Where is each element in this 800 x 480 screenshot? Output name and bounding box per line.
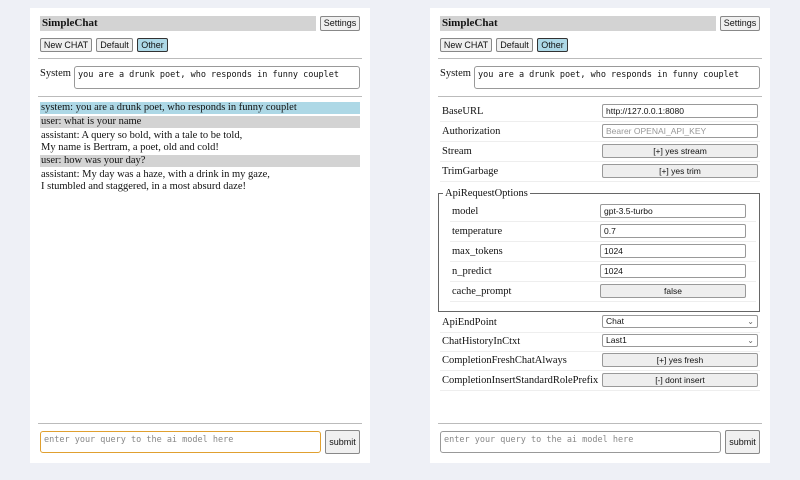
api-endpoint-label: ApiEndPoint <box>442 317 497 328</box>
stream-label: Stream <box>442 146 472 157</box>
n-predict-input[interactable]: 1024 <box>600 264 746 278</box>
chevron-down-icon: ⌄ <box>747 336 754 345</box>
option-model: model gpt-3.5-turbo <box>450 203 756 222</box>
assistant-message: assistant: My day was a haze, with a dri… <box>41 169 270 192</box>
completion-prefix-toggle[interactable]: [-] dont insert <box>602 373 758 387</box>
default-chat-button[interactable]: Default <box>96 38 133 52</box>
api-endpoint-value: Chat <box>606 316 624 326</box>
authorization-input[interactable]: Bearer OPENAI_API_KEY <box>602 124 758 138</box>
new-chat-button[interactable]: New CHAT <box>440 38 492 52</box>
stream-toggle[interactable]: [+] yes stream <box>602 144 758 158</box>
setting-completion-prefix: CompletionInsertStandardRolePrefix [-] d… <box>440 372 760 391</box>
other-chat-button[interactable]: Other <box>137 38 168 52</box>
setting-authorization: Authorization Bearer OPENAI_API_KEY <box>440 123 760 142</box>
setting-trim-garbage: TrimGarbage [+] yes trim <box>440 163 760 182</box>
temperature-input[interactable]: 0.7 <box>600 224 746 238</box>
chat-history-select[interactable]: Last1 ⌄ <box>602 334 758 347</box>
assistant-message: assistant: A query so bold, with a tale … <box>41 130 243 153</box>
setting-base-url: BaseURL http://127.0.0.1:8080 <box>440 103 760 122</box>
submit-button[interactable]: submit <box>725 430 760 454</box>
app-title: SimpleChat <box>40 16 316 31</box>
settings-panel: SimpleChat Settings New CHAT Default Oth… <box>430 8 770 463</box>
model-input[interactable]: gpt-3.5-turbo <box>600 204 746 218</box>
system-prompt-input[interactable]: you are a drunk poet, who responds in fu… <box>74 66 360 89</box>
user-message: user: how was your day? <box>40 155 360 167</box>
completion-prefix-label: CompletionInsertStandardRolePrefix <box>442 375 599 386</box>
option-n-predict: n_predict 1024 <box>450 263 756 282</box>
trim-garbage-label: TrimGarbage <box>442 166 499 177</box>
query-input[interactable]: enter your query to the ai model here <box>40 431 321 453</box>
model-label: model <box>452 206 479 217</box>
other-chat-button[interactable]: Other <box>537 38 568 52</box>
trim-garbage-toggle[interactable]: [+] yes trim <box>602 164 758 178</box>
completion-fresh-toggle[interactable]: [+] yes fresh <box>602 353 758 367</box>
max-tokens-input[interactable]: 1024 <box>600 244 746 258</box>
n-predict-label: n_predict <box>452 266 492 277</box>
divider <box>438 423 762 424</box>
app-title: SimpleChat <box>440 16 716 31</box>
setting-completion-fresh: CompletionFreshChatAlways [+] yes fresh <box>440 352 760 371</box>
cache-prompt-label: cache_prompt <box>452 286 512 297</box>
system-message: system: you are a drunk poet, who respon… <box>40 102 360 114</box>
setting-stream: Stream [+] yes stream <box>440 143 760 162</box>
new-chat-button[interactable]: New CHAT <box>40 38 92 52</box>
submit-button[interactable]: submit <box>325 430 360 454</box>
api-request-options-legend: ApiRequestOptions <box>445 188 528 199</box>
setting-chat-history: ChatHistoryInCtxt Last1 ⌄ <box>440 333 760 352</box>
max-tokens-label: max_tokens <box>452 246 503 257</box>
api-request-options: ApiRequestOptions <box>438 188 760 312</box>
divider <box>38 96 362 97</box>
divider <box>38 58 362 59</box>
divider <box>438 58 762 59</box>
system-prompt-input[interactable]: you are a drunk poet, who responds in fu… <box>474 66 760 89</box>
settings-button[interactable]: Settings <box>720 16 760 31</box>
default-chat-button[interactable]: Default <box>496 38 533 52</box>
base-url-input[interactable]: http://127.0.0.1:8080 <box>602 104 758 118</box>
completion-fresh-label: CompletionFreshChatAlways <box>442 355 567 366</box>
temperature-label: temperature <box>452 226 503 237</box>
chat-history-value: Last1 <box>606 335 627 345</box>
cache-prompt-toggle[interactable]: false <box>600 284 746 298</box>
divider <box>438 96 762 97</box>
system-label: System <box>440 68 471 79</box>
chat-history-label: ChatHistoryInCtxt <box>442 336 521 347</box>
setting-api-endpoint: ApiEndPoint Chat ⌄ <box>440 314 760 333</box>
system-label: System <box>40 68 71 79</box>
option-cache-prompt: cache_prompt false <box>450 283 756 302</box>
settings-button[interactable]: Settings <box>320 16 360 31</box>
chevron-down-icon: ⌄ <box>747 317 754 326</box>
option-max-tokens: max_tokens 1024 <box>450 243 756 262</box>
authorization-label: Authorization <box>442 126 501 137</box>
option-temperature: temperature 0.7 <box>450 223 756 242</box>
user-message: user: what is your name <box>40 116 360 128</box>
chat-panel: SimpleChat Settings New CHAT Default Oth… <box>30 8 370 463</box>
divider <box>38 423 362 424</box>
api-endpoint-select[interactable]: Chat ⌄ <box>602 315 758 328</box>
query-input[interactable]: enter your query to the ai model here <box>440 431 721 453</box>
base-url-label: BaseURL <box>442 106 484 117</box>
